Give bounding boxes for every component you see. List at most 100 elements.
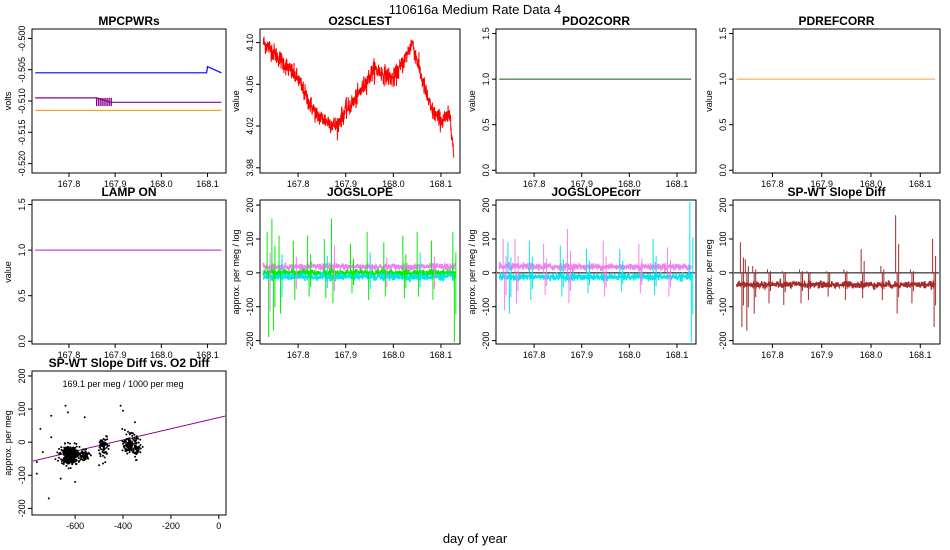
- scatter-point: [73, 442, 76, 445]
- scatter-point: [128, 437, 131, 440]
- scatter-point: [84, 453, 87, 456]
- scatter-point: [127, 430, 129, 433]
- y-tick-label: 1.5: [718, 27, 728, 40]
- x-tick-label: 168.0: [618, 179, 641, 189]
- scatter-point: [82, 448, 85, 451]
- scatter-point: [68, 462, 70, 465]
- scatter-point: [134, 452, 137, 455]
- x-tick-label: 167.8: [58, 179, 81, 189]
- scatter-point: [47, 497, 50, 500]
- scatter-point: [67, 441, 69, 444]
- scatter-point: [137, 437, 140, 440]
- scatter-point: [137, 447, 140, 450]
- x-tick-label: 168.1: [666, 179, 689, 189]
- scatter-point: [75, 445, 78, 448]
- y-tick-label: -200: [481, 332, 491, 350]
- scatter-point: [73, 458, 76, 461]
- scatter-point: [59, 477, 62, 480]
- scatter-point: [129, 441, 132, 444]
- scatter-point: [131, 437, 134, 440]
- scatter-point: [75, 443, 78, 445]
- y-tick-label: 100: [245, 231, 255, 246]
- scatter-point: [129, 439, 132, 442]
- plot-frame: [31, 28, 227, 174]
- y-tick-label: -0.520: [17, 151, 27, 177]
- scatter-point: [126, 441, 129, 444]
- scatter-point: [136, 451, 139, 454]
- scatter-point: [106, 452, 108, 455]
- fit-annotation: 169.1 per meg / 1000 per meg: [62, 379, 183, 389]
- scatter-point: [39, 427, 42, 430]
- plot-area: [497, 201, 695, 343]
- scatter-point: [60, 446, 63, 449]
- y-axis-label: volts: [3, 91, 13, 110]
- y-tick-label: 100: [17, 402, 27, 417]
- scatter-point: [82, 452, 85, 455]
- scatter-point: [81, 458, 84, 461]
- scatter-point: [104, 450, 107, 453]
- y-tick-label: 3.98: [245, 159, 255, 177]
- series-line-blue: [35, 65, 222, 74]
- scatter-point: [132, 449, 135, 452]
- x-tick-label: 168.0: [150, 179, 173, 189]
- scatter-point: [50, 436, 53, 439]
- scatter-point: [125, 445, 128, 448]
- scatter-point: [71, 463, 74, 466]
- panel-scatter: SP-WT Slope Diff vs. O2 Diff approx. per …: [3, 356, 227, 531]
- scatter-point: [134, 442, 137, 445]
- scatter-point: [60, 458, 62, 461]
- panel-mpcpwrs: MPCPWRs volts 167.8 167.9 168.0 168.1 -0.520 -0…: [3, 14, 227, 189]
- scatter-point: [134, 455, 137, 458]
- scatter-point: [135, 459, 138, 461]
- plot-frame: [259, 28, 461, 174]
- scatter-point: [62, 459, 65, 462]
- scatter-point: [56, 451, 59, 454]
- scatter-point: [73, 452, 76, 455]
- scatter-point: [86, 456, 89, 459]
- x-tick-label: 167.9: [570, 179, 593, 189]
- x-tick-label: 167.9: [334, 179, 357, 189]
- x-tick-label: 168.1: [909, 350, 932, 360]
- scatter-point: [64, 450, 67, 453]
- plot-area: [734, 215, 939, 331]
- scatter-point: [101, 441, 104, 444]
- y-tick-label: -200: [17, 499, 27, 517]
- scatter-point: [85, 448, 88, 451]
- scatter-point: [69, 442, 71, 445]
- y-tick-label: 0: [718, 270, 728, 275]
- y-tick-label: 200: [17, 368, 27, 383]
- scatter-point: [61, 449, 64, 452]
- scatter-point: [66, 454, 69, 457]
- scatter-point: [98, 441, 101, 444]
- scatter-point: [72, 447, 75, 450]
- scatter-point: [64, 448, 67, 451]
- scatter-point: [133, 437, 136, 439]
- scatter-point: [73, 455, 75, 458]
- y-tick-label: -200: [718, 332, 728, 350]
- plot-frame: [31, 199, 227, 345]
- scatter-point: [102, 438, 105, 440]
- plot-area: [262, 36, 455, 158]
- y-tick-label: 0.0: [17, 335, 27, 348]
- scatter-point: [69, 451, 72, 453]
- scatter-point: [58, 452, 61, 455]
- panel-title: MPCPWRs: [98, 14, 160, 28]
- y-tick-label: -100: [718, 298, 728, 316]
- scatter-point: [139, 451, 142, 454]
- scatter-point: [103, 443, 105, 446]
- scatter-point: [35, 461, 38, 463]
- scatter-point: [79, 455, 82, 458]
- panel-title: O2SCLEST: [328, 14, 392, 28]
- scatter-point: [50, 414, 53, 417]
- x-tick-label: 168.1: [196, 350, 219, 360]
- x-tick-label: 167.9: [810, 350, 833, 360]
- scatter-point: [135, 435, 138, 438]
- scatter-point: [66, 461, 69, 464]
- plot-frame: [31, 370, 227, 516]
- x-tick-label: 0: [216, 521, 221, 531]
- plot-frame: [495, 28, 697, 174]
- plot-area: [35, 65, 222, 112]
- scatter-point: [122, 409, 124, 412]
- scatter-point: [133, 446, 136, 449]
- x-tick-label: 167.9: [334, 350, 357, 360]
